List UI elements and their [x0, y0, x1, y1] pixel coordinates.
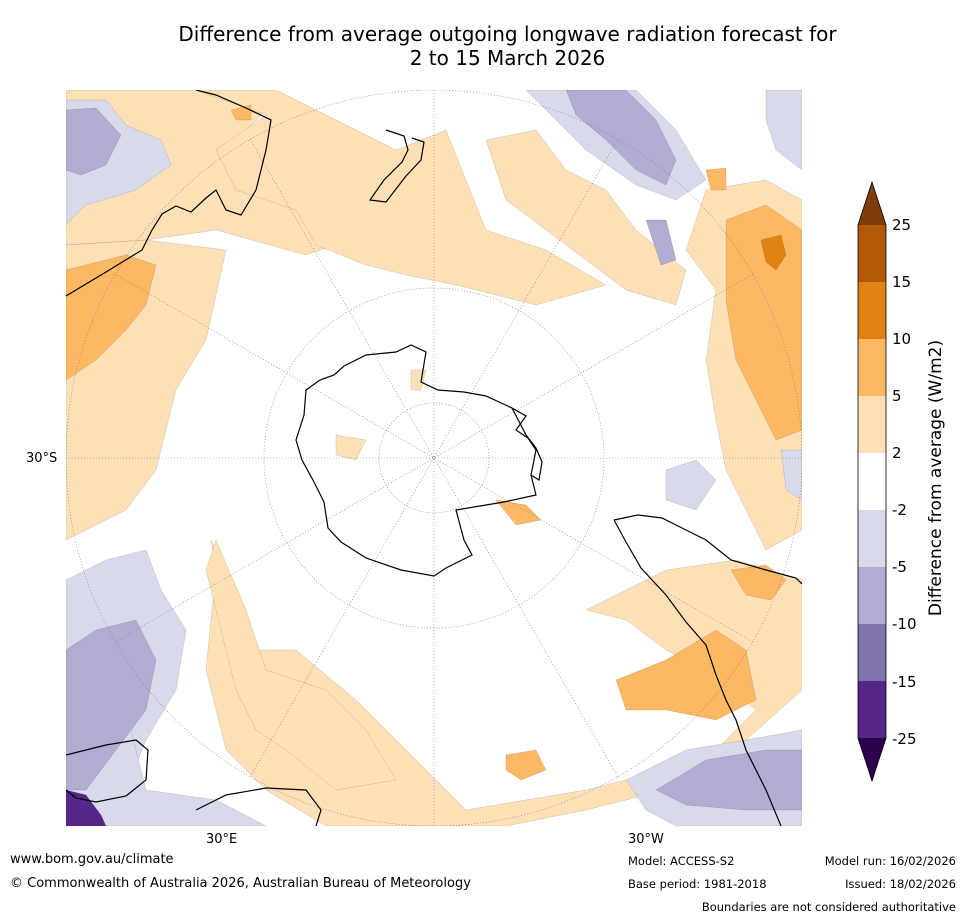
cbar-tick-5: 5: [892, 387, 902, 405]
colorbar: [857, 180, 887, 783]
cbar-band-10-15: [858, 282, 886, 339]
label-lon-30w: 30°W: [628, 832, 664, 847]
cbar-over-arrow: [858, 182, 886, 225]
title-line-1: Difference from average outgoing longwav…: [178, 22, 837, 46]
cbar-tick-neg2: -2: [892, 501, 907, 519]
cbar-band-n2-5: [858, 510, 886, 567]
chart-title: Difference from average outgoing longwav…: [0, 22, 965, 70]
cbar-band-n10-15: [858, 624, 886, 681]
footer-model-run: Model run: 16/02/2026: [824, 854, 956, 868]
title-line-2: 2 to 15 March 2026: [409, 46, 606, 70]
new-zealand-coast: [368, 129, 425, 203]
cbar-band-n5-10: [858, 567, 886, 624]
anomaly-negative-15-25: [66, 789, 107, 826]
anomaly-positive-5-10: [66, 104, 802, 781]
australia-coast: [66, 90, 272, 297]
madagascar-coast: [195, 787, 322, 826]
label-lat-30s: 30°S: [26, 451, 58, 466]
cbar-band-neutral: [858, 453, 886, 510]
cbar-tick-neg15: -15: [892, 673, 917, 691]
footer-copyright: © Commonwealth of Australia 2026, Austra…: [10, 876, 471, 891]
map-panel: [66, 90, 802, 826]
cbar-tick-neg5: -5: [892, 558, 907, 576]
footer-model: Model: ACCESS-S2: [628, 854, 735, 868]
anomaly-positive-10-15: [760, 234, 787, 271]
cbar-tick-25: 25: [892, 216, 912, 234]
cbar-tick-10: 10: [892, 330, 912, 348]
cbar-under-arrow: [858, 738, 886, 781]
cbar-band-n15-25: [858, 681, 886, 738]
label-lon-30e: 30°E: [206, 832, 238, 847]
cbar-tick-2: 2: [892, 444, 902, 462]
colorbar-title-text: Difference from average (W/m2): [926, 339, 946, 617]
antarctic-peninsula-coast: [511, 407, 543, 481]
cbar-band-2-5: [858, 396, 886, 453]
coastlines: [66, 90, 802, 826]
antarctica-coast: [295, 344, 537, 577]
cbar-band-5-10: [858, 339, 886, 396]
footer-url[interactable]: www.bom.gov.au/climate: [10, 852, 174, 867]
cbar-tick-neg10: -10: [892, 615, 917, 633]
cbar-tick-neg25: -25: [892, 730, 917, 748]
footer-base-period: Base period: 1981-2018: [628, 877, 767, 891]
cbar-tick-15: 15: [892, 273, 912, 291]
south-america-coast: [613, 514, 802, 826]
africa-coast: [66, 739, 149, 803]
footer-issued: Issued: 18/02/2026: [845, 877, 956, 891]
graticule: [66, 90, 802, 826]
anomaly-negative-5-10: [66, 90, 802, 811]
cbar-band-15-25: [858, 225, 886, 282]
footer-disclaimer: Boundaries are not considered authoritat…: [701, 900, 956, 914]
